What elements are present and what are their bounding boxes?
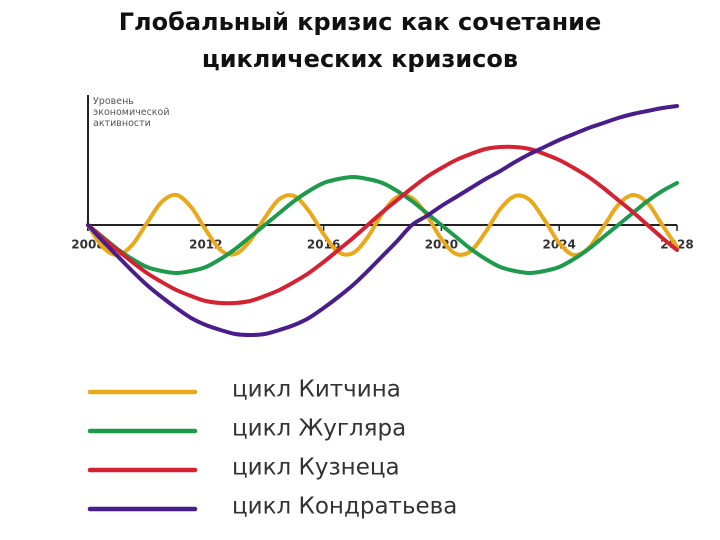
title-line: Глобальный кризис как сочетание xyxy=(118,8,602,36)
legend-label: цикл Китчина xyxy=(232,377,401,403)
chart-title: Глобальный кризис как сочетание циклическ… xyxy=(0,4,720,78)
y-axis-label: Уровень экономической активности xyxy=(93,96,170,129)
series-line xyxy=(86,144,679,306)
legend-label: цикл Жугляра xyxy=(232,416,406,442)
series-line xyxy=(86,104,679,337)
legend-label: цикл Кузнеца xyxy=(232,455,400,481)
title-line: циклических кризисов xyxy=(201,45,519,73)
legend-label: цикл Кондратьева xyxy=(232,494,457,520)
series-line xyxy=(86,175,679,275)
